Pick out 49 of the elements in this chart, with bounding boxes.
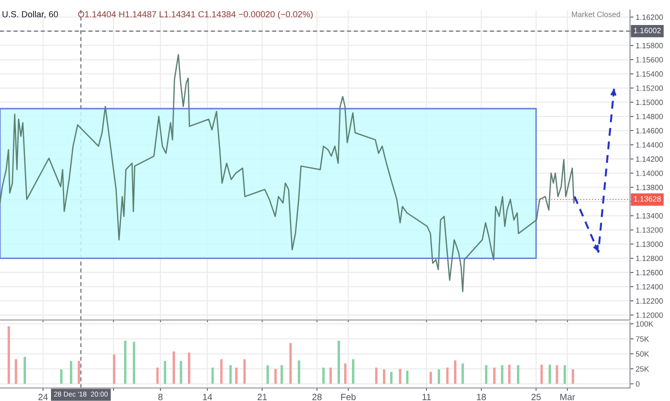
bar — [375, 368, 378, 384]
bar — [352, 359, 354, 384]
bar — [24, 356, 26, 384]
bar — [382, 369, 386, 384]
x-tick-label: Mar — [560, 394, 576, 400]
bar — [516, 365, 520, 384]
bar — [338, 340, 340, 384]
bar — [220, 359, 223, 384]
bar — [462, 363, 464, 384]
bar — [508, 364, 511, 384]
bar — [112, 354, 116, 384]
bar — [446, 368, 449, 384]
bar — [8, 326, 10, 384]
x-tick-label: 24 — [38, 394, 48, 400]
bar — [211, 368, 214, 384]
x-tick-label: 25 — [532, 394, 541, 400]
bar — [485, 365, 488, 384]
x-tick-label: 11 — [422, 394, 431, 400]
bar — [124, 340, 126, 384]
bar — [78, 361, 80, 384]
bar — [329, 368, 332, 384]
bar — [280, 365, 283, 384]
x-tick-label: 14 — [203, 394, 212, 400]
chart-subtitle: O1.14404 H1.14487 L1.14341 C1.14384 −0.00020 (−0.02%) — [78, 10, 313, 20]
bar — [60, 369, 62, 384]
chart-title: U.S. Dollar, 60 — [2, 10, 58, 18]
bar — [564, 365, 566, 384]
bar — [493, 368, 496, 384]
bar — [540, 364, 543, 384]
line-series — [0, 54, 575, 292]
bar — [406, 370, 408, 384]
x-tick-label: 28 — [312, 394, 322, 400]
bar — [172, 351, 175, 384]
bar — [548, 364, 551, 384]
bar — [430, 372, 432, 384]
x-tick-label: 18 — [476, 394, 486, 400]
bar — [70, 361, 72, 384]
bar — [235, 368, 238, 384]
bar — [266, 365, 269, 384]
bar — [188, 352, 190, 384]
bar — [501, 365, 504, 384]
x-tick-label: 8 — [158, 394, 163, 400]
x-tick-label: Feb — [341, 394, 356, 400]
bar — [344, 363, 346, 384]
bar — [438, 369, 440, 384]
bar — [398, 368, 402, 384]
bar — [390, 372, 392, 384]
bar — [454, 360, 456, 384]
x-tick-label: 21 — [258, 394, 267, 400]
